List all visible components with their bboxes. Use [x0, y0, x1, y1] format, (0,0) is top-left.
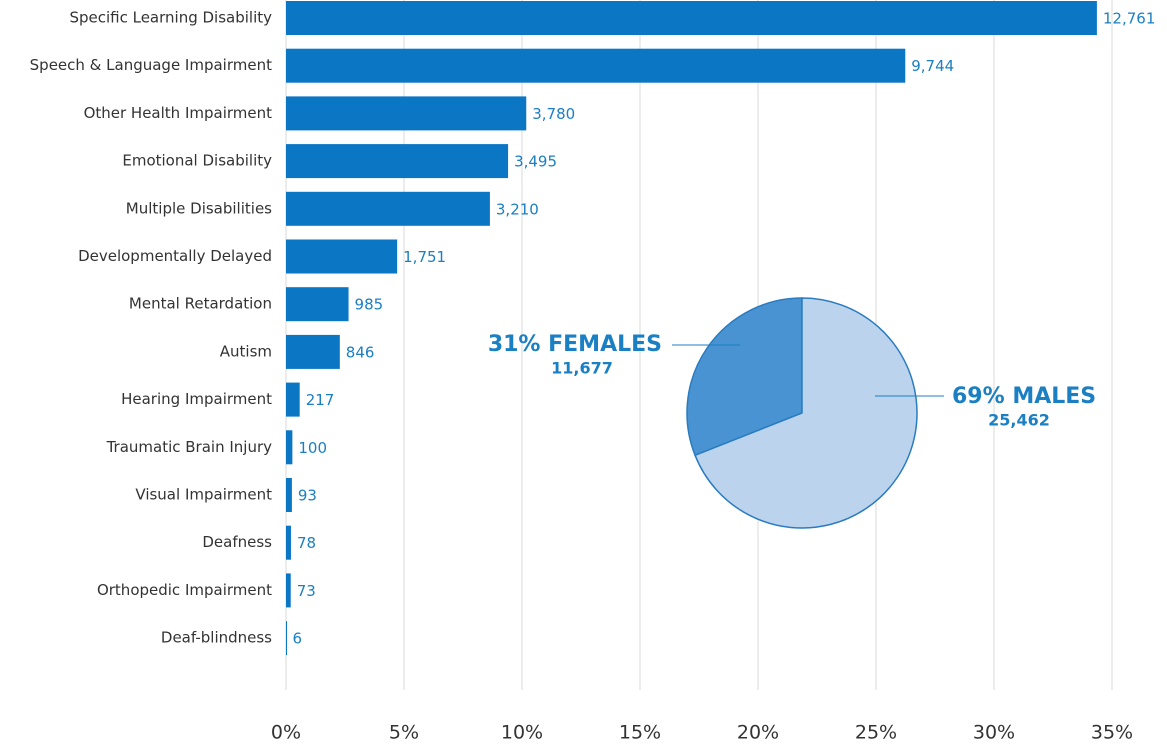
x-tick-label: 0% — [271, 722, 301, 744]
data-label: 985 — [355, 296, 384, 314]
data-label: 217 — [306, 391, 335, 409]
pie-slice — [694, 297, 918, 529]
data-label: 1,751 — [403, 248, 446, 266]
category-label: Emotional Disability — [122, 152, 272, 170]
bar — [286, 525, 291, 560]
data-label: 3,495 — [514, 153, 557, 171]
bar — [286, 1, 1097, 35]
bar — [286, 382, 300, 417]
bar — [286, 334, 340, 369]
pie-count: 11,677 — [551, 359, 613, 378]
category-label: Developmentally Delayed — [78, 247, 272, 265]
category-label: Mental Retardation — [129, 295, 272, 313]
bar — [286, 144, 509, 179]
bar — [286, 430, 293, 465]
category-label: Speech & Language Impairment — [30, 56, 272, 74]
bar — [286, 96, 527, 131]
category-label: Autism — [220, 342, 272, 360]
category-label: Orthopedic Impairment — [97, 581, 272, 599]
category-label: Traumatic Brain Injury — [106, 438, 273, 456]
category-label: Deaf-blindness — [161, 629, 272, 647]
pie-label: 69% MALES — [952, 384, 1096, 409]
category-label: Other Health Impairment — [84, 104, 273, 122]
data-label: 73 — [297, 582, 316, 600]
category-label: Specific Learning Disability — [69, 9, 272, 27]
bar — [286, 48, 906, 83]
bar — [286, 287, 349, 322]
pie-label: 31% FEMALES — [488, 332, 662, 357]
bar — [286, 621, 287, 656]
data-label: 3,780 — [532, 105, 575, 123]
bar — [286, 191, 490, 226]
bar — [286, 478, 292, 512]
x-tick-label: 30% — [973, 722, 1015, 744]
x-tick-label: 15% — [619, 722, 661, 744]
data-label: 3,210 — [496, 200, 539, 218]
category-label: Visual Impairment — [135, 486, 272, 504]
category-label: Multiple Disabilities — [126, 199, 272, 217]
data-label: 9,744 — [911, 57, 954, 75]
pie-count: 25,462 — [988, 411, 1050, 430]
x-tick-label: 25% — [855, 722, 897, 744]
data-label: 6 — [292, 630, 302, 648]
category-label: Deafness — [202, 533, 272, 551]
pie-slice — [686, 297, 803, 457]
data-label: 12,761 — [1103, 10, 1156, 28]
data-label: 93 — [298, 487, 317, 505]
category-label: Hearing Impairment — [121, 390, 272, 408]
data-label: 846 — [346, 343, 375, 361]
x-tick-label: 20% — [737, 722, 779, 744]
data-label: 78 — [297, 534, 316, 552]
x-tick-label: 35% — [1091, 722, 1133, 744]
x-tick-label: 10% — [501, 722, 543, 744]
bar — [286, 573, 291, 608]
x-tick-label: 5% — [389, 722, 419, 744]
data-label: 100 — [298, 439, 327, 457]
bar — [286, 239, 398, 274]
